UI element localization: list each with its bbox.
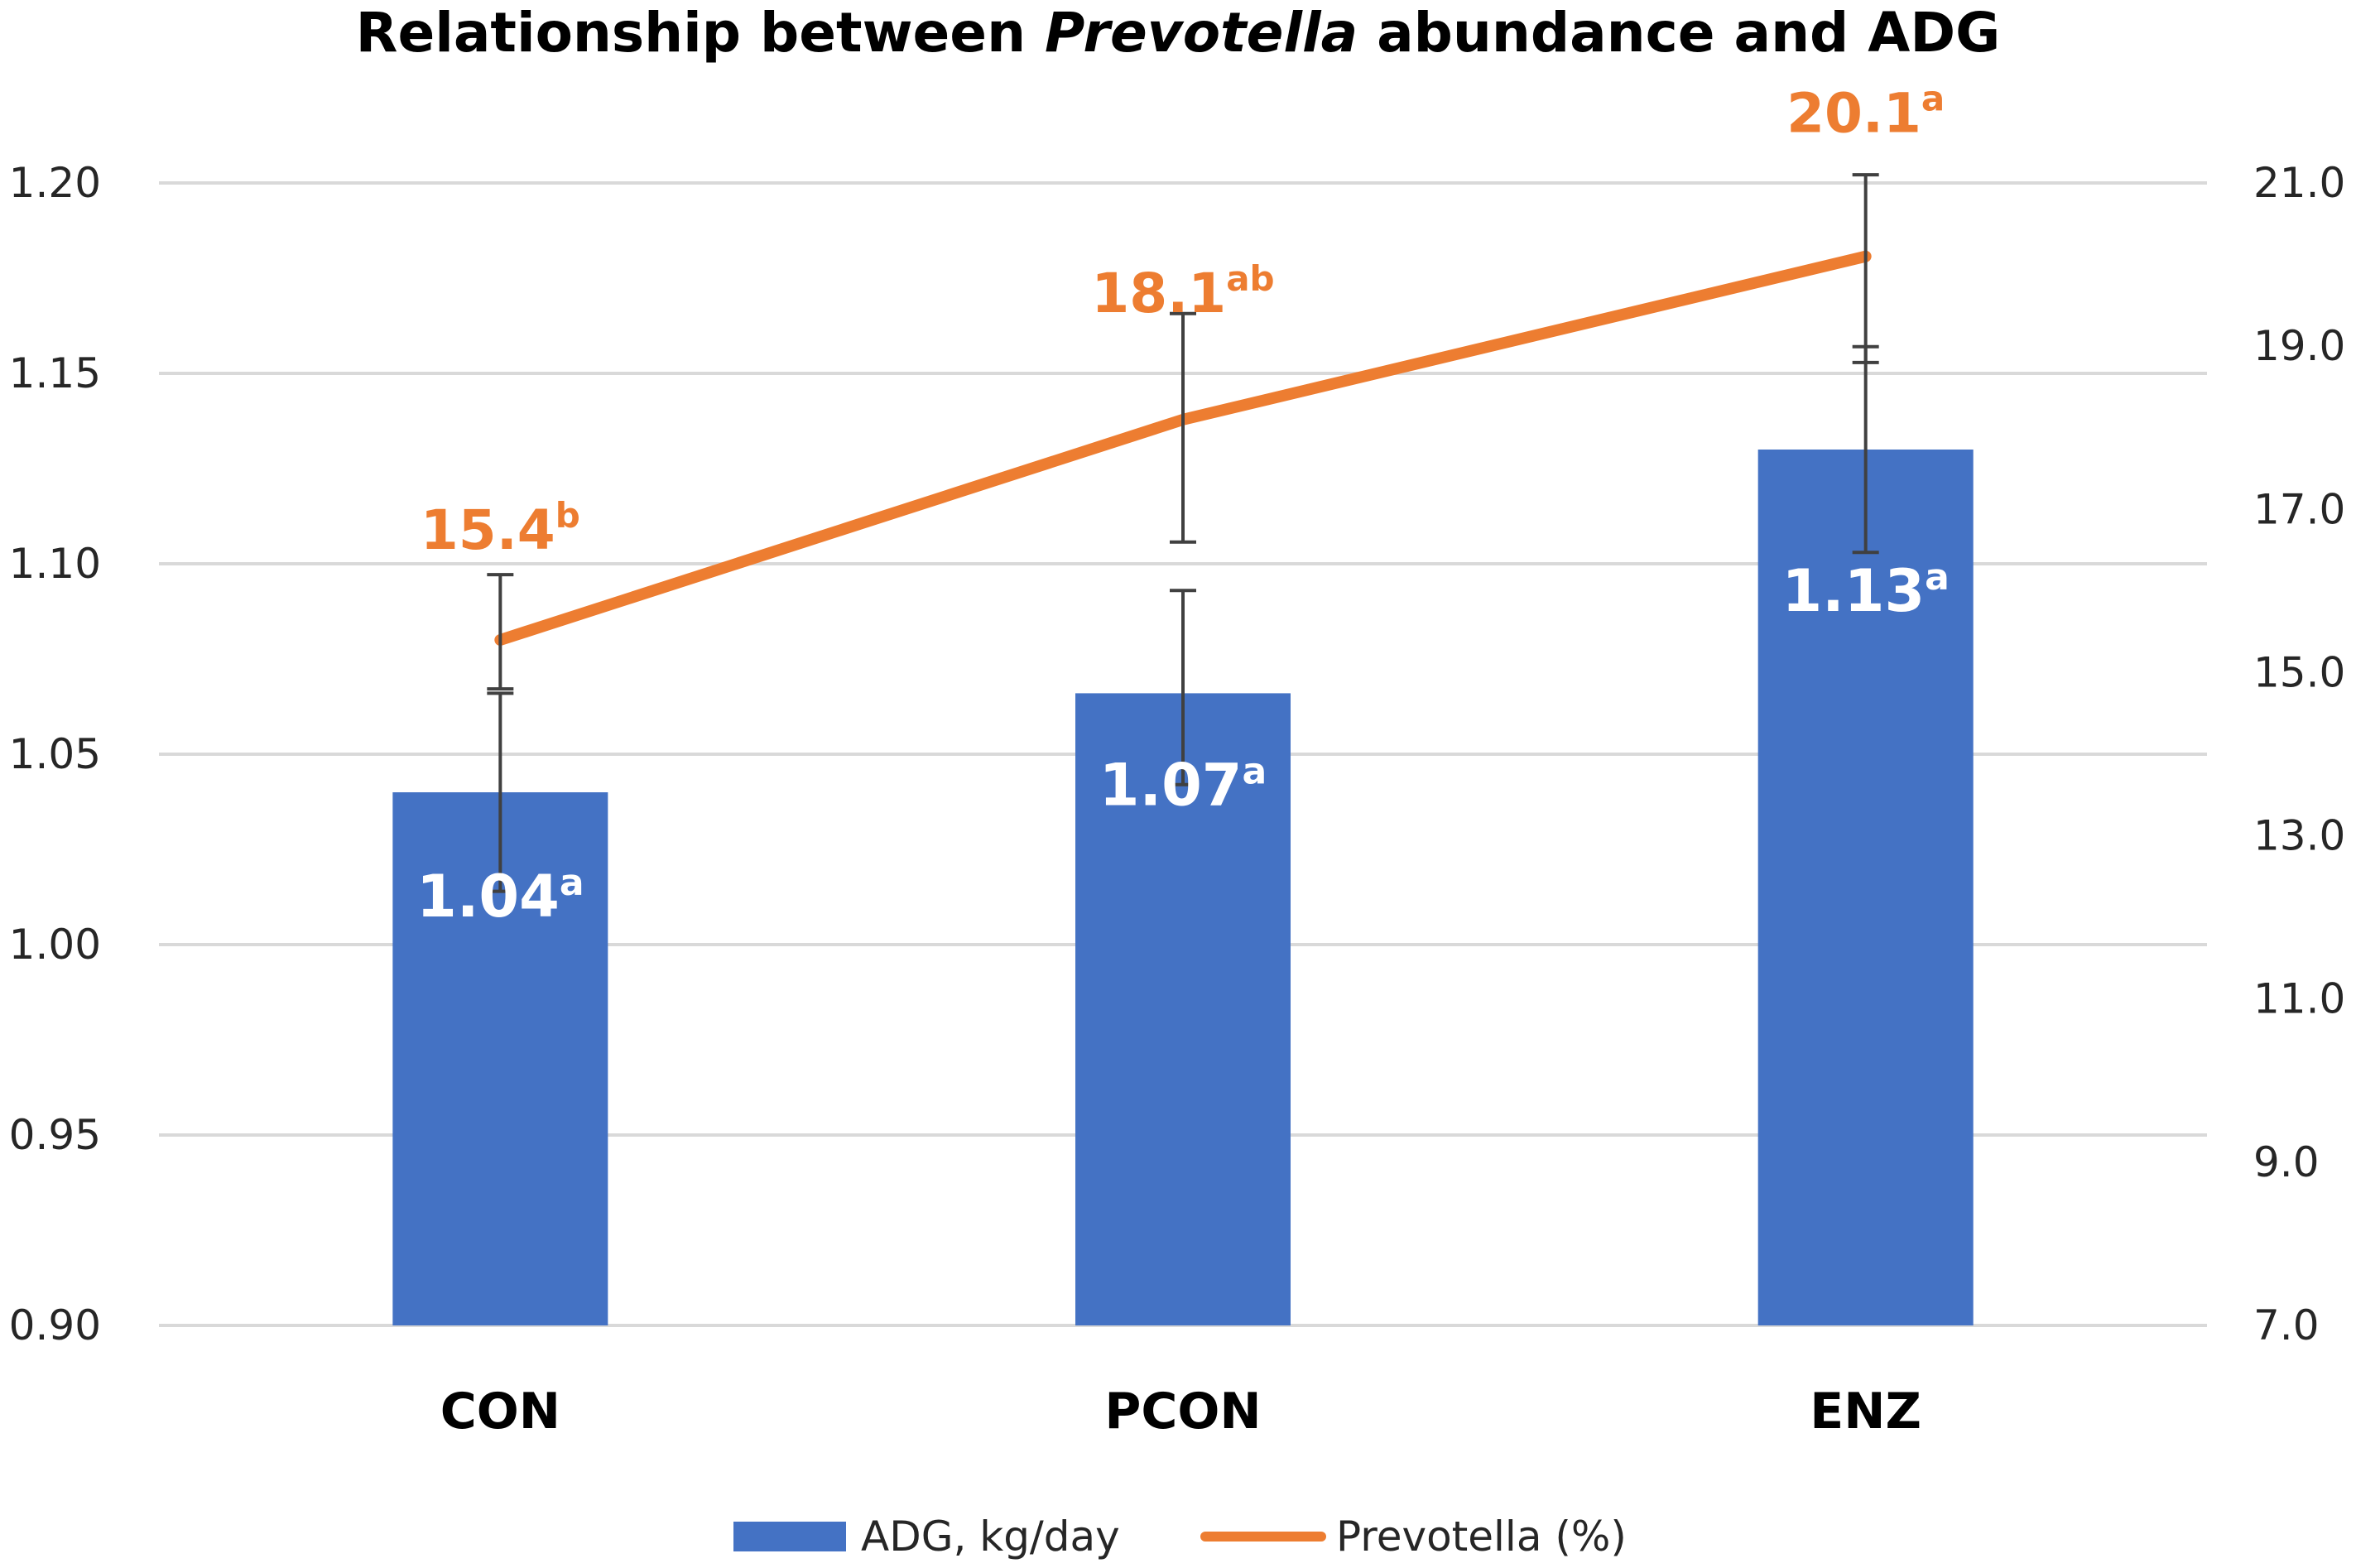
legend-swatch-bar <box>733 1522 846 1551</box>
bar-enz <box>1757 450 1974 1325</box>
bar-data-label-superscript: a <box>1243 750 1267 792</box>
line-data-label-value: 15.4 <box>421 498 555 562</box>
right-tick-label: 21.0 <box>2253 159 2345 207</box>
right-tick-label: 13.0 <box>2253 812 2345 860</box>
line-error-bar <box>1170 311 1196 544</box>
chart-title-prefix: Relationship between <box>356 1 1045 65</box>
category-label: ENZ <box>1810 1383 1921 1441</box>
right-tick-label: 15.0 <box>2253 648 2345 696</box>
left-tick-label: 1.05 <box>9 730 101 778</box>
bar-error-bar <box>1170 589 1196 786</box>
bar-series <box>392 450 1974 1325</box>
left-tick-label: 1.00 <box>9 921 101 969</box>
line-error-bars <box>487 173 1879 691</box>
bar-data-label-value: 1.04 <box>416 863 560 931</box>
chart-title-italic: Prevotella <box>1045 1 1358 65</box>
bar-data-label-value: 1.07 <box>1099 751 1243 819</box>
line-error-bar <box>487 573 514 691</box>
chart-title: Relationship between Prevotella abundanc… <box>356 1 2001 65</box>
right-tick-label: 19.0 <box>2253 322 2345 370</box>
line-data-label: 20.1a <box>1786 79 1945 146</box>
bar-data-label: 1.04a <box>416 862 584 931</box>
right-tick-label: 11.0 <box>2253 975 2345 1023</box>
right-tick-label: 7.0 <box>2253 1301 2320 1349</box>
category-label: PCON <box>1104 1383 1261 1441</box>
left-tick-label: 0.95 <box>9 1111 101 1159</box>
bar-data-label-superscript: a <box>1925 556 1950 599</box>
right-axis: 7.0 9.0 11.0 13.0 15.0 17.0 19.0 21.0 <box>2253 159 2345 1349</box>
bar-data-label-value: 1.13 <box>1781 557 1925 625</box>
line-data-label: 18.1ab <box>1091 258 1274 325</box>
legend-label-prevotella: Prevotella (%) <box>1336 1513 1627 1561</box>
category-label: CON <box>440 1383 560 1441</box>
bar-data-label: 1.13a <box>1781 556 1949 625</box>
bar-error-bars <box>487 344 1879 893</box>
legend-label-adg: ADG, kg/day <box>861 1513 1120 1561</box>
left-tick-label: 1.15 <box>9 349 101 397</box>
line-data-label-superscript: ab <box>1226 258 1274 299</box>
bar-data-label-superscript: a <box>560 862 584 904</box>
line-data-label: 15.4b <box>421 495 580 562</box>
right-tick-label: 17.0 <box>2253 485 2345 533</box>
bar-data-label: 1.07a <box>1099 750 1267 819</box>
bar-error-bar <box>487 691 514 893</box>
line-error-bar <box>1852 173 1879 364</box>
left-tick-label: 1.20 <box>9 159 101 207</box>
chart-title-suffix: abundance and ADG <box>1358 1 2000 65</box>
line-data-label-value: 20.1 <box>1786 82 1921 146</box>
bar-pcon <box>1075 693 1291 1325</box>
left-axis: 0.90 0.95 1.00 1.05 1.10 1.15 1.20 <box>9 159 101 1349</box>
left-tick-label: 1.10 <box>9 540 101 588</box>
left-tick-label: 0.90 <box>9 1301 101 1349</box>
right-tick-label: 9.0 <box>2253 1138 2320 1186</box>
line-data-label-value: 18.1 <box>1091 262 1226 325</box>
legend: ADG, kg/day Prevotella (%) <box>733 1513 1627 1561</box>
line-data-label-superscript: b <box>555 495 580 536</box>
category-axis: CON PCON ENZ <box>440 1383 1921 1441</box>
line-data-label-superscript: a <box>1921 79 1945 119</box>
